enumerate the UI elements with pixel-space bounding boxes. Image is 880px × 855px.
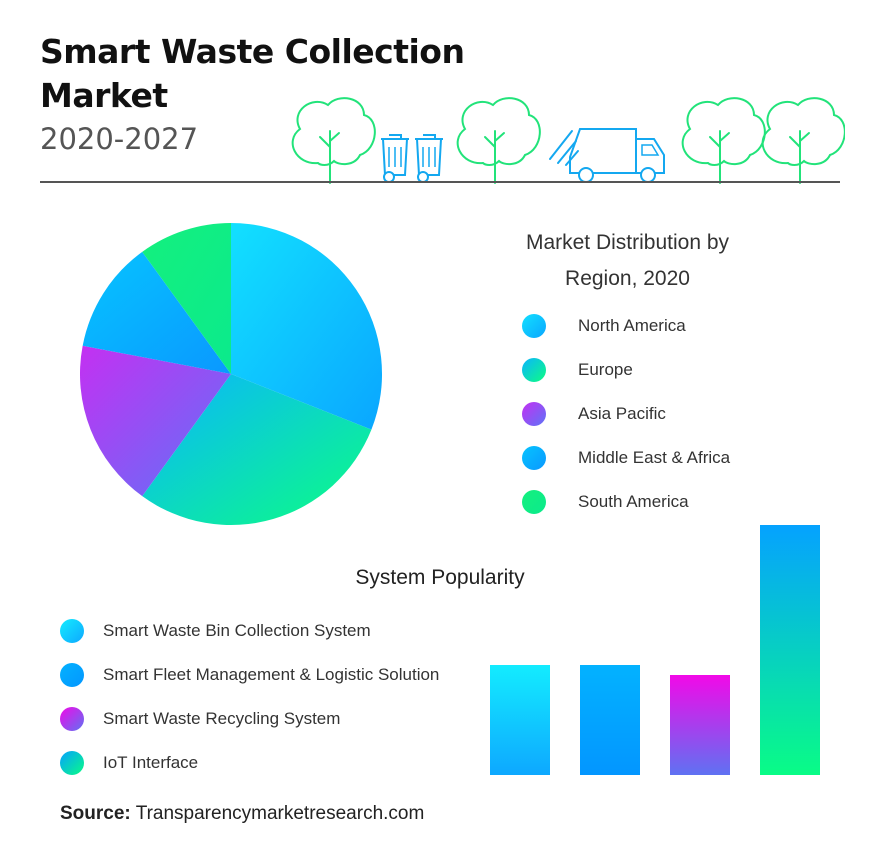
legend-swatch (60, 619, 84, 643)
legend-swatch (522, 490, 546, 514)
source-note: Source: Transparencymarketresearch.com (60, 803, 424, 825)
legend-label: Europe (578, 360, 633, 379)
source-text: Transparencymarketresearch.com (135, 803, 425, 824)
legend-item-recycling-system: Smart Waste Recycling System (60, 697, 439, 741)
tree-icon (761, 97, 845, 184)
legend-item-iot-interface: IoT Interface (60, 741, 439, 785)
page-subtitle: 2020-2027 (40, 122, 199, 156)
legend-label: Middle East & Africa (578, 448, 731, 467)
waste-bin-icon (414, 134, 444, 183)
page-title: Smart Waste Collection Market (40, 32, 465, 115)
region-pie-chart (79, 223, 383, 526)
legend-label: Smart Waste Recycling System (103, 709, 341, 728)
legend-item-asia-pacific: Asia Pacific (522, 392, 730, 436)
bar-smart-waste-recycling-system (670, 675, 730, 775)
tree-icon (681, 97, 766, 184)
legend-label: Smart Fleet Management & Logistic Soluti… (103, 665, 440, 684)
legend-swatch (522, 314, 546, 338)
header-divider (40, 181, 840, 183)
system-legend: Smart Waste Bin Collection System Smart … (60, 609, 439, 785)
pie-chart-title: Market Distribution by Region, 2020 (525, 231, 730, 290)
bar-chart-title: System Popularity (355, 566, 525, 589)
pie-slice-north-america (231, 223, 383, 430)
legend-swatch (60, 663, 84, 687)
waste-bin-icon (380, 134, 410, 183)
bar-iot-interface (760, 525, 820, 775)
legend-item-south-america: South America (522, 480, 730, 524)
pie-slice-asia-pacific (79, 345, 231, 497)
legend-item-north-america: North America (522, 304, 730, 348)
legend-item-middle-east-africa: Middle East & Africa (522, 436, 730, 480)
header-illustration (291, 97, 845, 184)
legend-label: North America (578, 316, 686, 335)
legend-label: South America (578, 492, 689, 511)
garbage-truck-icon (549, 128, 665, 183)
legend-item-fleet-management: Smart Fleet Management & Logistic Soluti… (60, 653, 439, 697)
legend-swatch (522, 446, 546, 470)
legend-label: Smart Waste Bin Collection System (103, 621, 371, 640)
tree-icon (291, 97, 376, 184)
legend-swatch (60, 707, 84, 731)
pie-slice-europe (142, 374, 372, 526)
legend-swatch (60, 751, 84, 775)
source-label: Source: (60, 803, 131, 824)
legend-label: Asia Pacific (578, 404, 666, 423)
legend-swatch (522, 402, 546, 426)
tree-icon (456, 97, 541, 184)
bar-smart-fleet-management-logistic-solution (580, 665, 640, 775)
legend-item-europe: Europe (522, 348, 730, 392)
pie-slice-south-america (142, 223, 231, 374)
system-bar-chart (490, 525, 820, 775)
legend-item-bin-collection: Smart Waste Bin Collection System (60, 609, 439, 653)
pie-slice-middle-east-africa (82, 251, 231, 374)
legend-swatch (522, 358, 546, 382)
legend-label: IoT Interface (103, 753, 199, 772)
region-legend: North America Europe Asia Pacific Middle… (522, 304, 730, 524)
bar-smart-waste-bin-collection-system (490, 665, 550, 775)
